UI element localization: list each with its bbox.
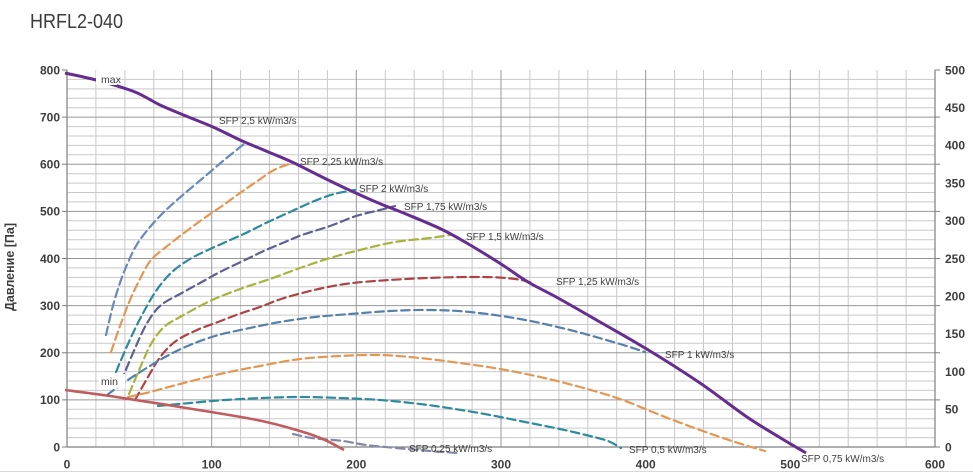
svg-text:600: 600 [925, 458, 945, 472]
svg-text:SFP 0,25 kW/m3/s: SFP 0,25 kW/m3/s [409, 444, 492, 455]
svg-text:500: 500 [945, 63, 965, 77]
svg-text:250: 250 [945, 252, 965, 266]
svg-text:50: 50 [945, 403, 959, 417]
svg-text:SFP 2 kW/m3/s: SFP 2 kW/m3/s [359, 184, 428, 195]
svg-text:SFP 1,75 kW/m3/s: SFP 1,75 kW/m3/s [404, 202, 487, 213]
svg-text:300: 300 [945, 214, 965, 228]
svg-text:200: 200 [945, 290, 965, 304]
svg-text:150: 150 [945, 327, 965, 341]
svg-text:100: 100 [945, 365, 965, 379]
svg-text:Давление [Па]: Давление [Па] [3, 223, 17, 311]
svg-text:200: 200 [40, 346, 60, 360]
svg-text:300: 300 [40, 299, 60, 313]
svg-text:400: 400 [636, 458, 656, 472]
svg-text:SFP 1,5 kW/m3/s: SFP 1,5 kW/m3/s [466, 232, 544, 243]
svg-text:SFP 2,5 kW/m3/s: SFP 2,5 kW/m3/s [219, 116, 297, 127]
svg-text:100: 100 [202, 458, 222, 472]
svg-text:SFP 0,75 kW/m3/s: SFP 0,75 kW/m3/s [801, 454, 884, 465]
svg-text:SFP 1 kW/m3/s: SFP 1 kW/m3/s [665, 350, 734, 361]
svg-text:max: max [101, 74, 122, 86]
svg-text:300: 300 [491, 458, 511, 472]
svg-text:400: 400 [945, 139, 965, 153]
svg-text:450: 450 [945, 101, 965, 115]
svg-text:500: 500 [780, 458, 800, 472]
svg-text:500: 500 [40, 205, 60, 219]
svg-text:350: 350 [945, 176, 965, 190]
svg-text:700: 700 [40, 110, 60, 124]
svg-text:SFP 0,5 kW/m3/s: SFP 0,5 kW/m3/s [629, 445, 707, 456]
svg-text:400: 400 [40, 252, 60, 266]
svg-text:100: 100 [40, 393, 60, 407]
svg-text:800: 800 [40, 63, 60, 77]
svg-text:min: min [101, 376, 118, 388]
svg-text:SFP 2,25 kW/m3/s: SFP 2,25 kW/m3/s [300, 157, 383, 168]
svg-text:200: 200 [346, 458, 366, 472]
svg-text:SFP 1,25 kW/m3/s: SFP 1,25 kW/m3/s [556, 277, 639, 288]
svg-text:0: 0 [53, 440, 60, 454]
svg-text:HRFL2-040: HRFL2-040 [30, 10, 123, 33]
svg-text:600: 600 [40, 158, 60, 172]
svg-text:0: 0 [945, 440, 952, 454]
svg-text:0: 0 [64, 458, 71, 472]
